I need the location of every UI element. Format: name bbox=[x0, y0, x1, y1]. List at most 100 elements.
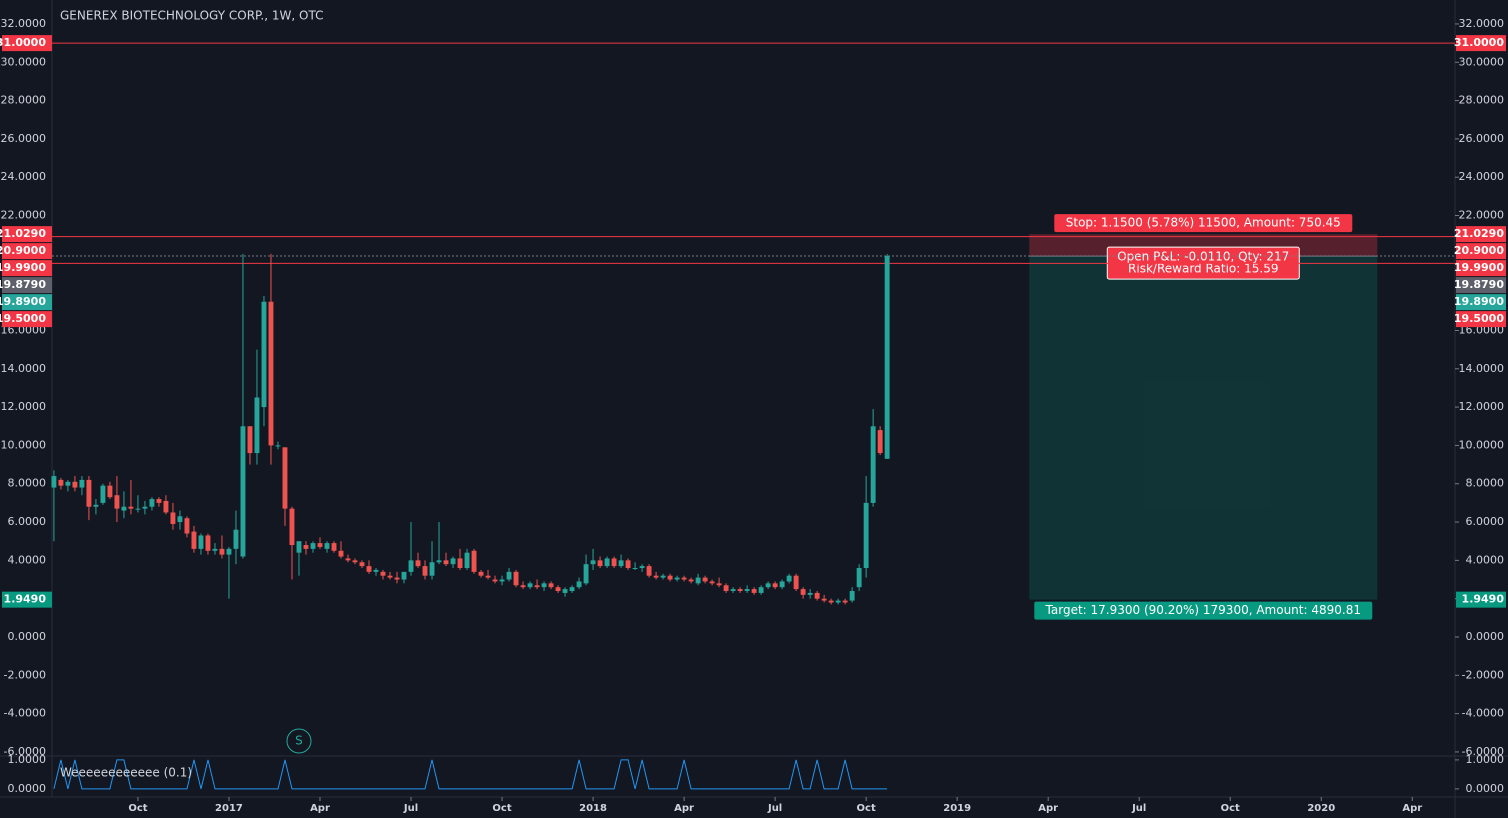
candle-body bbox=[128, 506, 134, 509]
candle-body bbox=[877, 430, 883, 454]
price-label: 21.0290 bbox=[1454, 227, 1504, 240]
y-tick-label: 24.0000 bbox=[1, 170, 47, 183]
x-tick-label: Apr bbox=[674, 803, 694, 814]
y-tick-label: 14.0000 bbox=[1, 362, 47, 375]
price-label-box bbox=[1456, 294, 1506, 311]
y-tick-label: -4.0000 bbox=[1462, 707, 1504, 720]
candle-body bbox=[562, 589, 568, 593]
price-label-box bbox=[2, 277, 52, 294]
candle-body bbox=[653, 575, 659, 578]
y-tick-label: 28.0000 bbox=[1, 94, 47, 107]
candle-body bbox=[499, 579, 505, 582]
candle-body bbox=[569, 587, 575, 592]
x-tick-label: Apr bbox=[1038, 803, 1058, 814]
x-tick-label: Oct bbox=[857, 803, 876, 814]
price-label-box bbox=[1456, 243, 1506, 260]
candle-body bbox=[485, 575, 491, 578]
candle-body bbox=[443, 560, 449, 565]
x-tick-label: Apr bbox=[1402, 803, 1422, 814]
candle-body bbox=[317, 543, 323, 547]
candle-body bbox=[478, 571, 484, 576]
target-label-box bbox=[1034, 601, 1373, 620]
candle-body bbox=[744, 589, 750, 592]
candle-body bbox=[114, 495, 120, 509]
candle-body bbox=[156, 499, 162, 503]
price-label: 19.8790 bbox=[0, 278, 46, 291]
candle-body bbox=[212, 548, 218, 551]
candle-body bbox=[345, 558, 351, 561]
price-label: 19.9900 bbox=[0, 261, 46, 274]
candle-body bbox=[555, 587, 561, 592]
x-tick-label: 2017 bbox=[215, 803, 243, 814]
y-tick-label: 0.0000 bbox=[1466, 630, 1505, 643]
candle-body bbox=[639, 566, 645, 569]
y-tick-label: -6.0000 bbox=[4, 745, 46, 758]
candle-body bbox=[198, 535, 204, 549]
candle-body bbox=[65, 481, 71, 486]
price-label-box bbox=[1456, 35, 1506, 52]
candle-body bbox=[464, 552, 470, 569]
candle-body bbox=[548, 583, 554, 588]
candle-body bbox=[275, 445, 281, 447]
candle-body bbox=[261, 301, 267, 408]
candle-body bbox=[828, 600, 834, 603]
price-label: 19.8900 bbox=[0, 295, 46, 308]
candle-body bbox=[611, 558, 617, 567]
candle-body bbox=[723, 585, 729, 592]
price-label: 20.9000 bbox=[1454, 244, 1504, 257]
candle-body bbox=[541, 583, 547, 588]
candle-body bbox=[72, 481, 78, 488]
candle-body bbox=[625, 560, 631, 569]
candle-body bbox=[401, 571, 407, 580]
y-tick-label: 24.0000 bbox=[1459, 170, 1505, 183]
candle-body bbox=[702, 577, 708, 582]
candle-body bbox=[863, 502, 869, 569]
candle-body bbox=[632, 568, 638, 570]
price-label: 19.9900 bbox=[1454, 261, 1504, 274]
candle-body bbox=[121, 506, 127, 511]
y-tick-label: 6.0000 bbox=[8, 515, 47, 528]
candle-body bbox=[681, 577, 687, 580]
candle-body bbox=[58, 479, 64, 486]
price-label-box bbox=[2, 311, 52, 328]
candle-body bbox=[737, 589, 743, 592]
price-label-box bbox=[1456, 591, 1506, 608]
price-label: 20.9000 bbox=[0, 244, 46, 257]
y-tick-label: 0.0000 bbox=[8, 630, 47, 643]
candle-body bbox=[107, 485, 113, 498]
candle-body bbox=[415, 560, 421, 567]
price-label-box bbox=[2, 243, 52, 260]
price-label-box bbox=[1456, 260, 1506, 277]
price-label-box bbox=[2, 226, 52, 243]
price-label: 1.9490 bbox=[4, 593, 47, 606]
candle-body bbox=[688, 579, 694, 582]
candle-body bbox=[884, 255, 890, 459]
candle-body bbox=[842, 600, 848, 603]
candle-body bbox=[856, 568, 862, 588]
y-tick-label: 12.0000 bbox=[1, 400, 47, 413]
y-tick-label: 30.0000 bbox=[1459, 55, 1505, 68]
candle-body bbox=[450, 558, 456, 565]
candle-body bbox=[520, 585, 526, 588]
candle-body bbox=[408, 560, 414, 572]
stop-label: Stop: 1.1500 (5.78%) 11500, Amount: 750.… bbox=[1066, 216, 1341, 230]
candle-body bbox=[79, 479, 85, 488]
price-label: 21.0290 bbox=[0, 227, 46, 240]
indicator-tick-label: 0.0000 bbox=[8, 782, 47, 795]
price-label: 31.0000 bbox=[0, 36, 46, 49]
y-tick-label: -2.0000 bbox=[4, 668, 46, 681]
candle-body bbox=[835, 600, 841, 603]
y-tick-label: 10.0000 bbox=[1, 438, 47, 451]
x-tick-label: Jul bbox=[767, 803, 782, 814]
candle-body bbox=[51, 476, 57, 488]
candle-body bbox=[429, 562, 435, 576]
indicator-name: Weeeeeeeeeeee (0.1) bbox=[60, 766, 192, 780]
y-tick-label: -4.0000 bbox=[4, 707, 46, 720]
candle-body bbox=[226, 548, 232, 555]
price-label: 19.5000 bbox=[0, 312, 46, 325]
y-tick-label: 30.0000 bbox=[1, 55, 47, 68]
x-tick-label: Apr bbox=[310, 803, 330, 814]
indicator-tick-label: 0.0000 bbox=[1466, 782, 1505, 795]
candle-body bbox=[709, 581, 715, 584]
